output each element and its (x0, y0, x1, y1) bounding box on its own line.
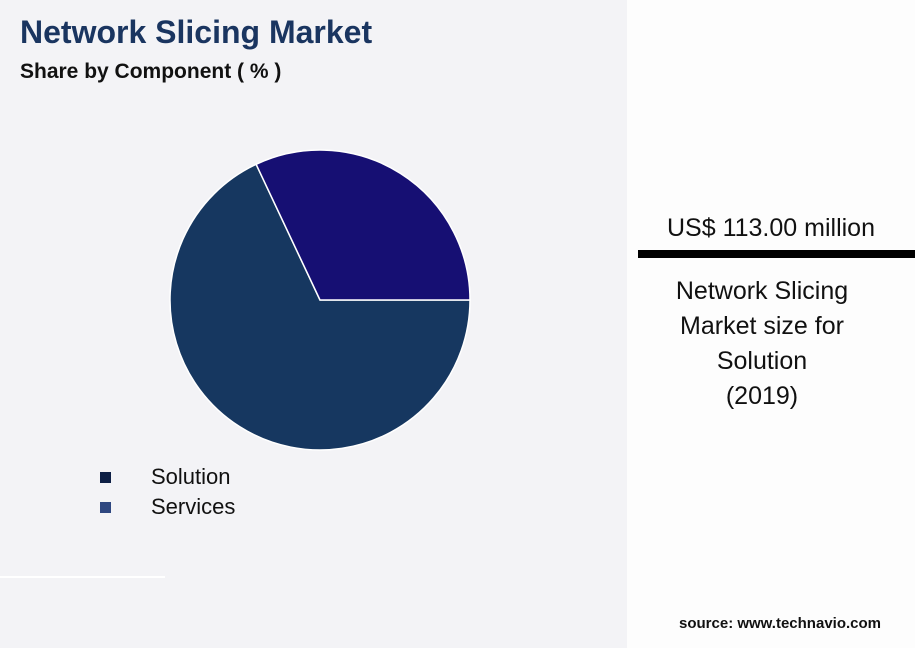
pie-chart (169, 149, 471, 451)
legend-swatch (100, 501, 111, 513)
pie-slice-services (255, 149, 471, 301)
divider-bar (638, 250, 915, 258)
chart-title: Network Slicing Market (20, 14, 373, 50)
desc-line: Solution (716, 347, 808, 375)
desc-line: Market size for (680, 312, 844, 340)
market-value: US$ 113.00 million (667, 214, 875, 242)
chart-subtitle: Share by Component ( % ) (20, 60, 282, 83)
legend-item-solution: Solution (100, 462, 235, 492)
pie-slice-solution (169, 163, 471, 451)
legend-label: Services (151, 494, 236, 519)
legend-swatch (100, 471, 111, 483)
info-panel: US$ 113.00 million Network Slicing Marke… (627, 0, 915, 648)
desc-line: (2019) (725, 382, 799, 410)
source-text: source: www.technavio.com (679, 615, 881, 632)
divider (0, 576, 165, 578)
legend-label: Solution (151, 464, 231, 489)
market-description: Network Slicing Market size for Solution… (627, 274, 897, 414)
legend-item-services: Services (100, 492, 235, 522)
legend: Solution Services (100, 462, 235, 522)
desc-line: Network Slicing (675, 277, 849, 305)
